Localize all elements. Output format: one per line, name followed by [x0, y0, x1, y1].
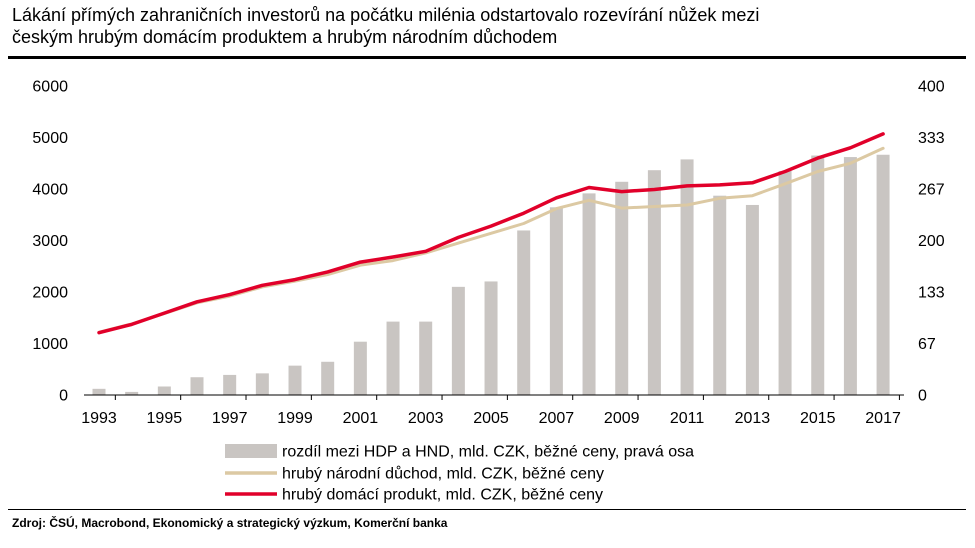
bar-2005 — [484, 281, 498, 395]
bar-2003 — [419, 321, 433, 395]
bar-2008 — [582, 193, 596, 395]
bar-2002 — [386, 321, 400, 395]
bar-2007 — [549, 207, 563, 395]
y-left-tick-label-1000: 1000 — [32, 336, 68, 353]
bar-2014 — [778, 170, 792, 395]
y-right-tick-label-67: 67 — [918, 336, 936, 353]
axes-group: 1993 1995 1997 1999 2001 2003 2005 2007 2009 2011… — [32, 79, 944, 428]
bar-2004 — [451, 286, 465, 395]
bar-1999 — [288, 365, 302, 395]
y-right-tick-label-333: 333 — [918, 130, 945, 147]
y-right-tick-label-200: 200 — [918, 233, 945, 250]
bar-1994 — [125, 391, 139, 395]
bar-1995 — [157, 386, 171, 395]
legend-item-gap-label: rozdíl mezi HDP a HND, mld. CZK, běžné c… — [282, 444, 694, 461]
line-series-group — [97, 132, 885, 335]
y-left-tick-label-4000: 4000 — [32, 182, 68, 199]
x-tick-label-2001: 2001 — [343, 410, 379, 427]
y-left-tick-label-5000: 5000 — [32, 130, 68, 147]
x-tick-label-2013: 2013 — [735, 410, 771, 427]
bar-1997 — [223, 374, 237, 395]
bar-2011 — [680, 159, 694, 395]
bar-2012 — [713, 195, 727, 395]
x-tick-label-1993: 1993 — [81, 410, 117, 427]
y-left-tick-label-2000: 2000 — [32, 285, 68, 302]
bar-2016 — [843, 157, 857, 395]
bar-2017 — [876, 154, 890, 395]
legend-item-hdp-label: hrubý domácí produkt, mld. CZK, běžné ce… — [282, 487, 603, 504]
legend: rozdíl mezi HDP a HND, mld. CZK, běžné c… — [225, 444, 694, 504]
chart-title-line-2: českým hrubým domácím produktem a hrubým… — [12, 27, 558, 47]
x-tick-label-1995: 1995 — [147, 410, 183, 427]
y-left-tick-label-3000: 3000 — [32, 233, 68, 250]
bar-series-gap — [92, 154, 890, 395]
source-rule — [8, 509, 966, 510]
bar-1998 — [255, 373, 269, 395]
y-left-tick-label-6000: 6000 — [32, 79, 68, 96]
x-tick-label-2017: 2017 — [865, 410, 901, 427]
x-tick-label-2011: 2011 — [670, 410, 705, 427]
x-tick-label-2007: 2007 — [539, 410, 575, 427]
x-tick-label-1997: 1997 — [212, 410, 248, 427]
bar-1993 — [92, 388, 106, 395]
source-note: Zdroj: ČSÚ, Macrobond, Ekonomický a stra… — [12, 516, 448, 530]
x-tick-label-2015: 2015 — [800, 410, 836, 427]
bar-2009 — [615, 181, 629, 395]
y-right-tick-label-133: 133 — [918, 285, 945, 302]
bar-2013 — [745, 204, 759, 395]
chart-title: Lákání přímých zahraničních investorů na… — [12, 4, 967, 48]
line-hdp — [97, 132, 885, 335]
bar-2000 — [321, 361, 335, 395]
x-tick-label-1999: 1999 — [277, 410, 313, 427]
bar-2001 — [353, 341, 367, 395]
x-tick-label-2003: 2003 — [408, 410, 444, 427]
chart-title-line-1: Lákání přímých zahraničních investorů na… — [12, 5, 760, 25]
bar-2015 — [811, 155, 825, 395]
bar-2010 — [647, 170, 661, 395]
x-tick-label-2005: 2005 — [473, 410, 509, 427]
y-right-tick-label-0: 0 — [918, 388, 927, 405]
bar-1996 — [190, 377, 204, 395]
y-right-tick-label-267: 267 — [918, 182, 945, 199]
legend-item-hnd-label: hrubý národní důchod, mld. CZK, běžné ce… — [282, 465, 604, 483]
y-right-tick-label-400: 400 — [918, 79, 945, 96]
title-rule — [8, 56, 966, 59]
y-left-tick-label-0: 0 — [59, 388, 68, 405]
legend-item-gap-swatch — [225, 444, 277, 458]
x-tick-label-2009: 2009 — [604, 410, 640, 427]
bar-2006 — [517, 230, 531, 395]
